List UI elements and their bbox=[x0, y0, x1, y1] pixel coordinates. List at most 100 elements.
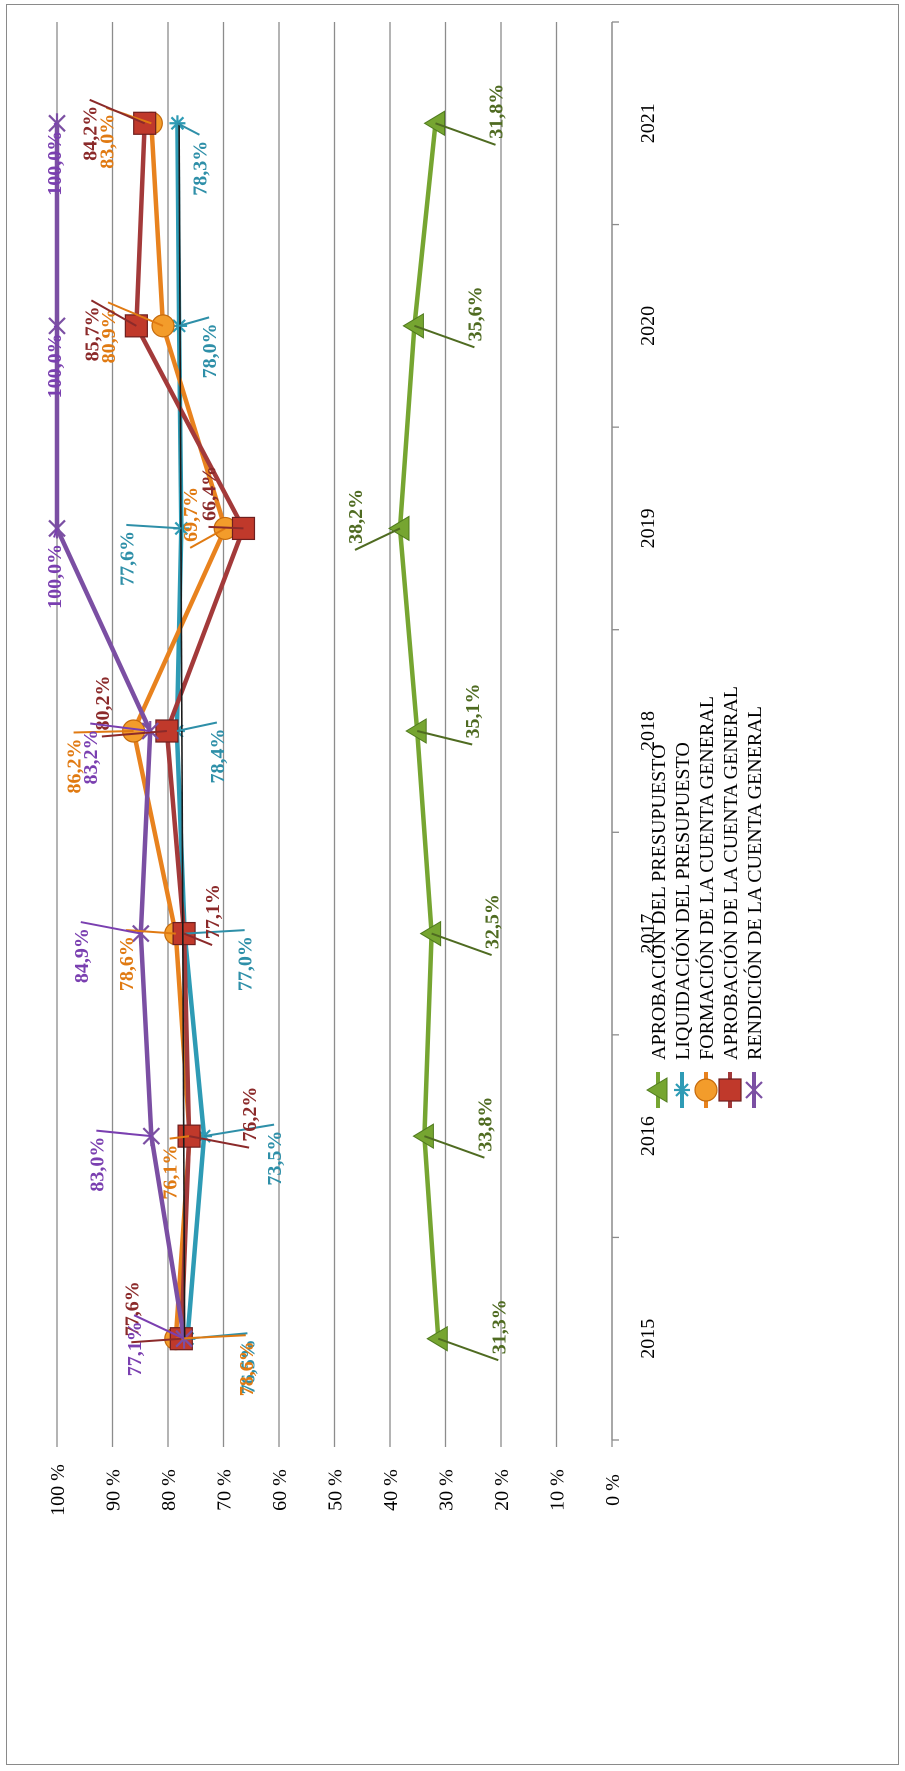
data-label: 35,6% bbox=[464, 286, 486, 341]
data-label: 86,2% bbox=[64, 739, 86, 794]
leader-line bbox=[178, 316, 210, 327]
data-point-marker bbox=[718, 1078, 742, 1102]
data-point-marker bbox=[419, 920, 442, 947]
value-tick-label: 30 % bbox=[436, 1469, 458, 1511]
data-point-marker bbox=[745, 1080, 763, 1100]
leader-line bbox=[189, 527, 226, 549]
data-point-marker bbox=[426, 1325, 448, 1352]
data-point-marker bbox=[402, 312, 424, 339]
data-label: 77,1% bbox=[124, 1321, 146, 1376]
category-tick-label: 2015 bbox=[637, 1319, 659, 1359]
data-label: 76,5% bbox=[237, 1339, 259, 1394]
leader-line bbox=[208, 525, 244, 530]
leader-line bbox=[107, 301, 164, 327]
value-tick-label: 100 % bbox=[47, 1464, 69, 1516]
leader-line bbox=[80, 921, 141, 935]
data-label: 78,6% bbox=[116, 936, 138, 991]
data-label: 31,3% bbox=[488, 1299, 510, 1354]
leader-line bbox=[90, 299, 137, 327]
leader-line bbox=[90, 722, 151, 732]
value-tick-label: 60 % bbox=[269, 1469, 291, 1511]
data-label: 100,0% bbox=[44, 333, 66, 398]
value-tick-label: 70 % bbox=[214, 1469, 236, 1511]
data-label: 78,4% bbox=[207, 729, 229, 784]
category-tick-label: 2019 bbox=[637, 508, 659, 548]
leader-line bbox=[354, 527, 401, 551]
data-label: 100,0% bbox=[44, 131, 66, 196]
leader-line bbox=[424, 1135, 485, 1159]
category-tick-label: 2016 bbox=[637, 1116, 659, 1156]
value-tick-label: 10 % bbox=[547, 1469, 569, 1511]
data-point-marker bbox=[674, 1082, 690, 1098]
data-label: 80,9% bbox=[98, 308, 120, 363]
data-label: 77,6% bbox=[121, 1281, 143, 1336]
leader-line bbox=[125, 929, 176, 935]
leader-line bbox=[183, 932, 213, 946]
data-label: 84,2% bbox=[80, 106, 102, 161]
leader-line bbox=[53, 324, 58, 328]
data-label: 77,1% bbox=[202, 884, 224, 939]
leader-line bbox=[89, 98, 146, 125]
data-label: 35,1% bbox=[462, 684, 484, 739]
legend-label: APROBACIÓN DEL PRESUPUESTO bbox=[646, 744, 670, 1060]
legend: APROBACIÓN DEL PRESUPUESTO LIQUIDACIÓN DE… bbox=[646, 686, 766, 1108]
data-label: 73,5% bbox=[264, 1131, 286, 1186]
leader-line bbox=[437, 1337, 499, 1362]
data-label: 80,2% bbox=[92, 676, 114, 731]
leader-line bbox=[184, 929, 245, 935]
legend-label: LIQUIDACIÓN DEL PRESUPUESTO bbox=[670, 742, 694, 1060]
leader-line bbox=[169, 1135, 190, 1140]
axis-layer: 0 % 10 % 20 % 30 % 40 % 50 % 60 % 70 % 80 % 90 % 1… bbox=[47, 21, 659, 1516]
data-label: 78,6% bbox=[236, 1341, 258, 1396]
leader-line bbox=[126, 523, 182, 530]
leader-line bbox=[53, 122, 58, 126]
chart-frame bbox=[6, 4, 899, 1765]
data-label: 85,7% bbox=[81, 306, 103, 361]
value-tick-label: 20 % bbox=[491, 1469, 513, 1511]
category-tick-label: 2017 bbox=[637, 914, 659, 954]
data-point-marker bbox=[412, 1123, 434, 1150]
data-point-marker bbox=[423, 110, 446, 137]
leader-line bbox=[203, 1123, 275, 1138]
legend-label: RENDICIÓN DE LA CUENTA GENERAL bbox=[742, 706, 766, 1060]
data-point-marker bbox=[646, 1077, 668, 1103]
data-point-marker bbox=[405, 718, 427, 744]
data-label-layer: 31,3% 33,8% 32,5% 35,1% 38,2% 35,6% 31,8% 76,5%… bbox=[44, 84, 510, 1396]
leader-line bbox=[53, 528, 58, 538]
leader-line bbox=[435, 122, 496, 146]
category-tick-label: 2018 bbox=[637, 711, 659, 751]
category-tick-label: 2021 bbox=[637, 103, 659, 143]
leader-line bbox=[133, 1314, 185, 1340]
data-label: 69,7% bbox=[180, 487, 202, 542]
leader-line bbox=[175, 1334, 246, 1340]
data-label: 77,0% bbox=[235, 936, 257, 991]
data-label: 78,0% bbox=[199, 323, 221, 378]
leader-line bbox=[131, 1337, 182, 1344]
data-label: 77,6% bbox=[116, 531, 138, 586]
category-tick-label: 2020 bbox=[637, 306, 659, 346]
data-label: 66,4% bbox=[198, 466, 220, 521]
leader-line bbox=[188, 1135, 250, 1149]
data-label: 76,2% bbox=[239, 1087, 261, 1142]
leader-line bbox=[176, 721, 218, 732]
value-tick-label: 80 % bbox=[158, 1469, 180, 1511]
legend-label: FORMACIÓN DE LA CUENTA GENERAL bbox=[694, 696, 718, 1060]
leader-line bbox=[101, 730, 167, 738]
data-label: 38,2% bbox=[345, 489, 367, 544]
data-label: 84,9% bbox=[71, 928, 93, 983]
data-label: 33,8% bbox=[474, 1097, 496, 1152]
data-label: 31,8% bbox=[486, 84, 508, 139]
legend-label: APROBACIÓN DE LA CUENTA GENERAL bbox=[718, 686, 742, 1060]
data-label: 76,1% bbox=[160, 1145, 182, 1200]
leader-line bbox=[416, 730, 473, 746]
leader-line bbox=[431, 932, 492, 957]
value-tick-label: 90 % bbox=[103, 1469, 125, 1511]
data-label: 78,3% bbox=[189, 141, 211, 196]
leader-line bbox=[176, 122, 200, 136]
data-label: 100,0% bbox=[44, 544, 66, 609]
leader-line bbox=[96, 1129, 152, 1138]
value-tick-label: 50 % bbox=[325, 1469, 347, 1511]
data-label: 83,2% bbox=[80, 730, 102, 785]
leader-line bbox=[414, 324, 475, 349]
